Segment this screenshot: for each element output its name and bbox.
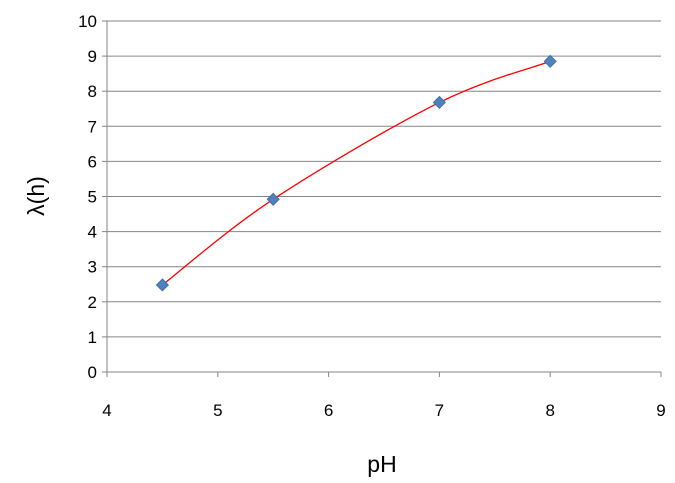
y-tick-label: 5 xyxy=(88,188,97,207)
data-point-marker xyxy=(543,54,557,68)
y-tick-label: 10 xyxy=(78,12,97,31)
x-tick-label: 4 xyxy=(102,401,111,420)
x-tick-label: 6 xyxy=(324,401,333,420)
x-axis-title: pH xyxy=(367,451,396,477)
y-tick-label: 9 xyxy=(88,47,97,66)
axes xyxy=(102,20,662,377)
y-axis-title: λ(h) xyxy=(23,176,49,216)
x-tick-labels: 4 5 6 7 8 9 xyxy=(102,401,665,420)
y-tick-label: 4 xyxy=(88,223,97,242)
y-tick-label: 8 xyxy=(88,82,97,101)
y-tick-label: 0 xyxy=(88,363,97,382)
y-tick-label: 3 xyxy=(88,258,97,277)
data-point-marker xyxy=(155,278,169,292)
x-tick-label: 5 xyxy=(213,401,222,420)
y-tick-label: 1 xyxy=(88,328,97,347)
x-tick-label: 7 xyxy=(435,401,444,420)
y-tick-label: 2 xyxy=(88,293,97,312)
y-tick-label: 7 xyxy=(88,117,97,136)
x-tick-label: 8 xyxy=(545,401,554,420)
y-tick-labels: 0 1 2 3 4 5 6 7 8 9 10 xyxy=(78,12,97,382)
data-series xyxy=(155,54,557,292)
data-point-marker xyxy=(266,192,280,206)
series-line xyxy=(162,60,551,286)
gridlines xyxy=(107,20,661,338)
data-point-marker xyxy=(432,95,446,109)
x-tick-label: 9 xyxy=(656,401,665,420)
y-tick-label: 6 xyxy=(88,152,97,171)
